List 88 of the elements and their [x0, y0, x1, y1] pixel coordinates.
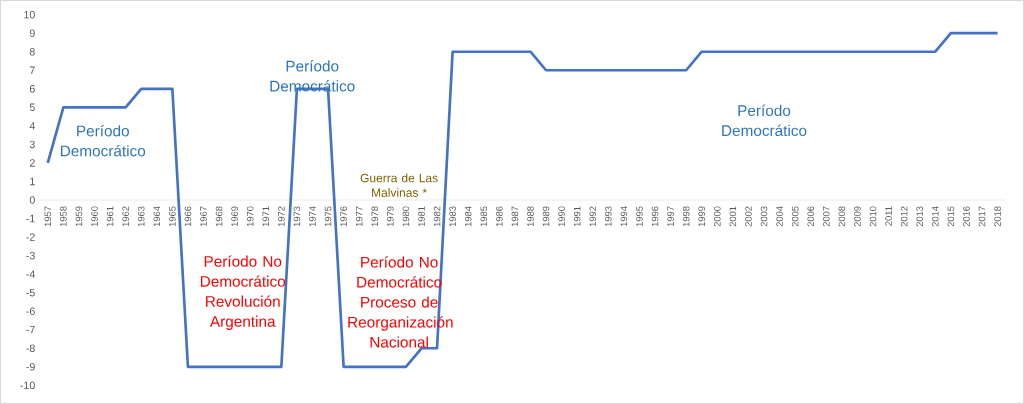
x-tick-label: 2013 [916, 206, 923, 227]
x-tick-label: 1986 [496, 206, 503, 227]
x-tick-label: 1963 [137, 206, 145, 227]
x-tick-label: 2001 [729, 206, 737, 227]
x-tick-label: 1960 [91, 206, 98, 227]
x-tick-label: 2008 [838, 206, 846, 227]
x-tick-label: 2018 [994, 206, 1001, 227]
x-tick-label: 1977 [355, 206, 363, 227]
x-tick-label: 1973 [293, 206, 301, 227]
x-tick-label: 2014 [931, 206, 939, 227]
x-tick-label: 1983 [449, 206, 456, 227]
x-tick-label: 1971 [262, 206, 270, 227]
y-tick-label: 10 [24, 10, 35, 19]
x-tick-label: 1958 [60, 206, 67, 227]
y-tick-label: -4 [26, 270, 35, 278]
x-tick-label: 1969 [231, 206, 238, 227]
x-tick-label: 2011 [885, 206, 892, 226]
y-tick-label: -2 [26, 233, 35, 241]
x-tick-label: 1991 [573, 206, 581, 227]
x-tick-label: 1984 [464, 206, 472, 227]
x-tick-label: 2010 [869, 206, 877, 227]
y-tick-label: -1 [26, 214, 35, 223]
x-tick-label: 1975 [324, 206, 332, 227]
y-tick-label: 8 [29, 47, 35, 56]
y-tick-label: -3 [26, 251, 35, 260]
x-tick-label: 1965 [169, 206, 176, 227]
y-tick-label: 7 [29, 66, 35, 74]
x-tick-label: 1996 [651, 206, 659, 227]
x-tick-label: 1997 [667, 206, 674, 227]
x-tick-label: 1979 [387, 206, 394, 227]
x-tick-label: 2016 [963, 206, 970, 227]
x-tick-label: 1981 [418, 206, 425, 227]
y-tick-label: 3 [29, 140, 35, 149]
x-tick-label: 1976 [340, 206, 347, 227]
y-tick-label: -6 [26, 307, 35, 315]
x-tick-label: 1964 [153, 206, 161, 227]
annotation: Guerra de Las Malvinas * [360, 173, 438, 197]
x-tick-label: 1992 [589, 206, 597, 227]
x-tick-label: 2017 [978, 206, 986, 227]
y-tick-label: -5 [26, 288, 35, 297]
x-tick-label: 1974 [309, 206, 316, 227]
x-tick-label: 1999 [698, 206, 706, 227]
x-tick-label: 1970 [246, 206, 254, 227]
y-tick-label: -10 [20, 381, 35, 390]
x-tick-label: 1980 [402, 206, 410, 227]
x-tick-label: 2006 [807, 206, 815, 227]
x-tick-label: 1962 [122, 206, 129, 227]
x-tick-label: 1993 [605, 206, 612, 227]
x-tick-label: 1968 [215, 206, 223, 227]
x-tick-label: 1988 [527, 206, 534, 227]
x-tick-label: 1967 [200, 206, 207, 227]
x-tick-label: 1985 [480, 206, 488, 227]
y-tick-label: 2 [29, 159, 35, 167]
y-tick-label: 6 [29, 85, 35, 93]
x-tick-label: 1966 [184, 206, 192, 227]
x-tick-label: 1989 [542, 206, 550, 227]
x-tick-label: 1998 [682, 206, 690, 227]
x-tick-label: 2007 [823, 206, 830, 227]
x-tick-label: 2012 [900, 206, 908, 227]
annotation: Período Democrático [270, 60, 355, 92]
x-tick-label: 1959 [75, 206, 83, 227]
x-tick-label: 2000 [714, 206, 721, 227]
x-tick-label: 1982 [433, 206, 441, 227]
y-tick-label: 1 [30, 177, 35, 186]
x-tick-label: 1961 [106, 206, 114, 227]
annotation: Período Democrático [60, 124, 146, 157]
y-tick-label: 4 [29, 122, 35, 130]
x-tick-label: 1978 [371, 206, 379, 227]
x-tick-label: 1990 [558, 206, 565, 227]
x-tick-label: 2015 [947, 206, 955, 227]
x-tick-label: 1994 [620, 206, 628, 227]
annotation: Período Democrático [722, 104, 807, 137]
y-tick-label: 9 [29, 29, 35, 37]
y-tick-label: -7 [26, 326, 35, 334]
x-tick-label: 2005 [791, 206, 799, 227]
x-tick-label: 2009 [854, 206, 861, 227]
y-tick-label: -9 [26, 363, 35, 371]
x-tick-label: 1995 [636, 206, 643, 227]
y-tick-label: 5 [29, 103, 35, 112]
x-tick-label: 1972 [278, 206, 285, 227]
x-tick-label: 2003 [760, 206, 768, 227]
x-tick-label: 2004 [776, 206, 783, 227]
y-tick-label: 0 [29, 196, 35, 204]
x-tick-label: 1987 [511, 206, 519, 227]
annotation: Período No Democrático Revolución Argentina [200, 255, 286, 330]
y-tick-label: -8 [26, 344, 35, 353]
x-tick-label: 2002 [745, 206, 752, 227]
x-tick-label: 1957 [44, 206, 52, 227]
